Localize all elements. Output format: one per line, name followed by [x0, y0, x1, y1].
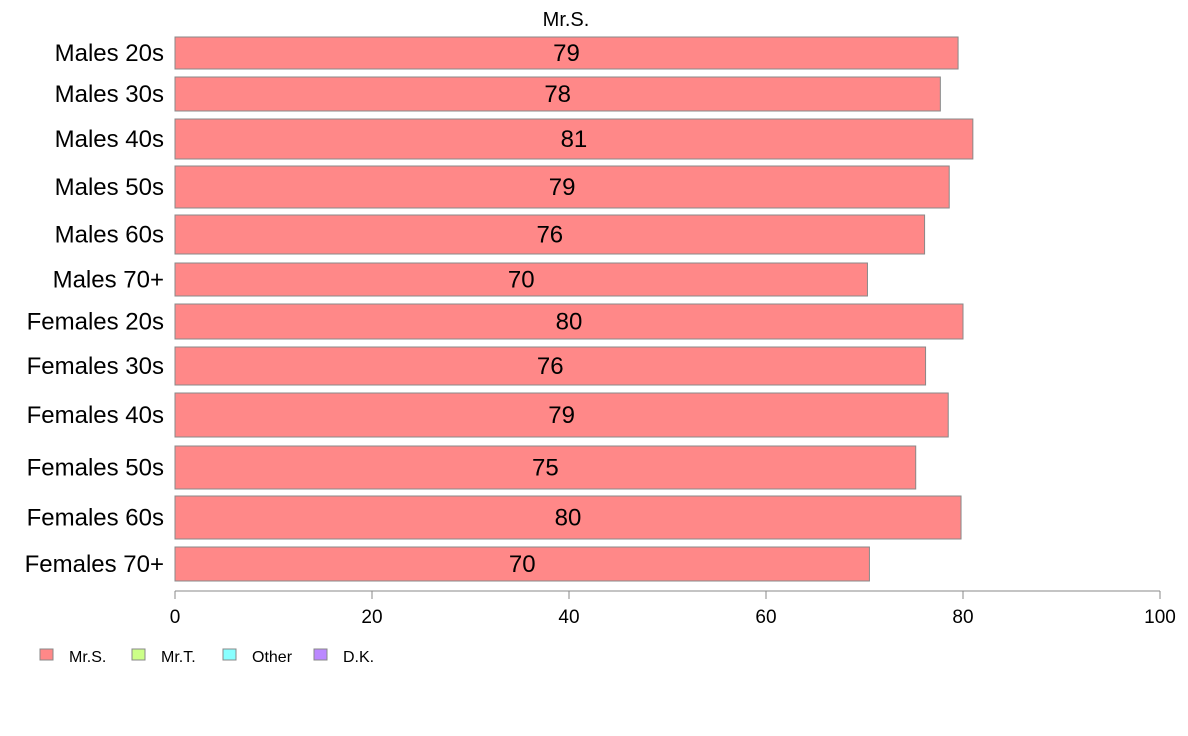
legend-swatch — [222, 648, 237, 661]
x-tick-label: 0 — [170, 607, 181, 628]
legend-swatch — [313, 648, 328, 661]
bar-males-60s — [174, 214, 926, 255]
x-tick-label: 60 — [755, 607, 776, 628]
bar-males-30s — [174, 76, 941, 112]
category-label: Females 50s — [27, 455, 164, 482]
category-label: Females 30s — [27, 353, 164, 380]
bar-value-label: 70 — [508, 267, 535, 294]
category-label: Females 20s — [27, 309, 164, 336]
bars-group: Males 20s 79 Males 30s 78 Males 40s 81 Males 5… — [25, 36, 974, 582]
legend-swatch — [39, 648, 54, 661]
bar-value-label: 79 — [553, 40, 580, 67]
bar-females-50s — [174, 445, 917, 490]
category-label: Females 70+ — [25, 551, 164, 578]
legend-label: Mr.T. — [161, 649, 196, 666]
bar-males-20s — [174, 36, 959, 70]
bar-value-label: 70 — [509, 551, 536, 578]
bar-males-50s — [174, 165, 950, 209]
category-label: Females 60s — [27, 505, 164, 532]
bar-males-70 — [174, 262, 868, 297]
bar-value-label: 79 — [549, 174, 576, 201]
legend: Mr.S. Mr.T. Other D.K. — [39, 648, 374, 666]
bar-value-label: 80 — [555, 505, 582, 532]
chart-title: Mr.S. — [543, 9, 590, 31]
category-label: Males 30s — [55, 81, 164, 108]
category-label: Males 60s — [55, 222, 164, 249]
bar-females-60s — [174, 495, 962, 540]
x-tick-label: 20 — [361, 607, 382, 628]
legend-label: Mr.S. — [69, 649, 106, 666]
category-label: Females 40s — [27, 402, 164, 429]
x-tick-label: 100 — [1144, 607, 1176, 628]
category-label: Males 20s — [55, 40, 164, 67]
bar-value-label: 76 — [537, 353, 564, 380]
bar-value-label: 80 — [556, 309, 583, 336]
category-label: Males 70+ — [53, 267, 164, 294]
category-label: Males 50s — [55, 174, 164, 201]
bar-females-20s — [174, 303, 964, 340]
bar-females-40s — [174, 392, 949, 438]
bar-value-label: 78 — [544, 81, 571, 108]
bar-value-label: 81 — [561, 126, 588, 153]
legend-label: Other — [252, 649, 293, 666]
x-axis: 0 20 40 60 80 100 — [170, 590, 1176, 628]
bar-females-30s — [174, 346, 927, 386]
bar-females-70 — [174, 546, 870, 582]
legend-swatch — [131, 648, 146, 661]
x-tick-label: 40 — [558, 607, 579, 628]
bar-value-label: 75 — [532, 455, 559, 482]
x-tick-label: 80 — [952, 607, 973, 628]
category-label: Males 40s — [55, 126, 164, 153]
bar-value-label: 79 — [548, 402, 575, 429]
bar-value-label: 76 — [536, 222, 563, 249]
bar-males-40s — [174, 118, 974, 160]
legend-label: D.K. — [343, 649, 374, 666]
